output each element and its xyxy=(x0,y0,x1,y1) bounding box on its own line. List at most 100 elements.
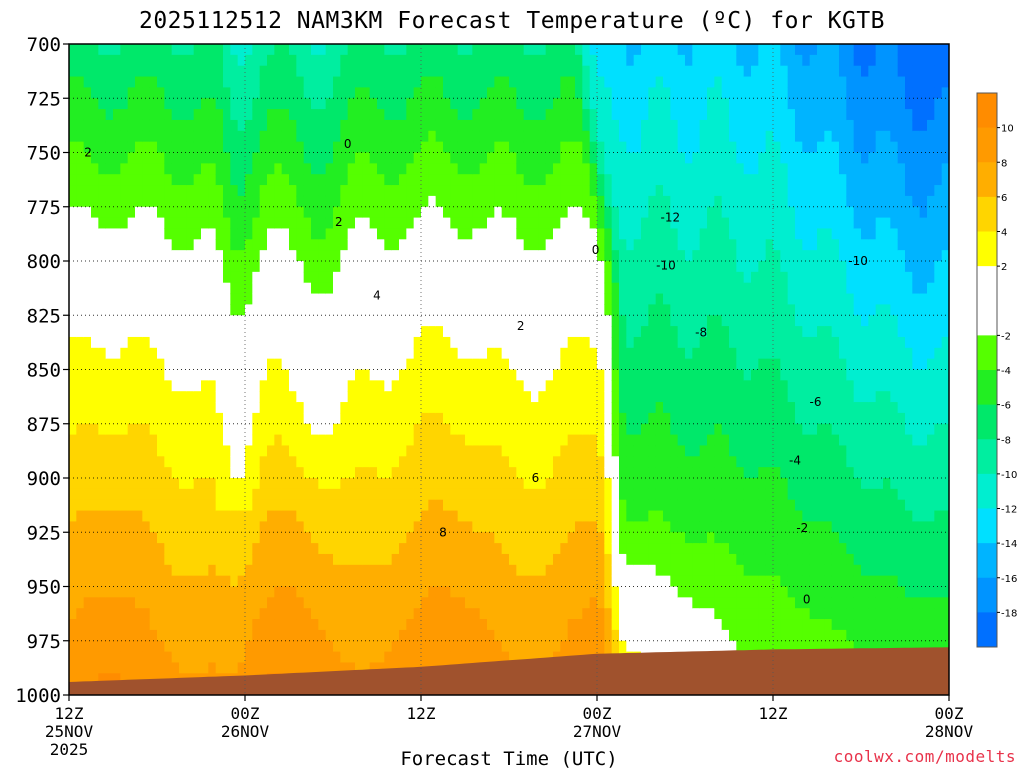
field-cell xyxy=(377,119,385,132)
field-cell xyxy=(567,586,576,598)
field-cell xyxy=(120,130,129,143)
field-cell xyxy=(501,119,510,132)
field-cell xyxy=(435,640,444,653)
field-cell xyxy=(355,87,363,99)
field-cell xyxy=(113,662,121,674)
field-cell xyxy=(91,597,99,609)
field-cell xyxy=(450,228,459,240)
field-cell xyxy=(545,271,554,284)
field-cell xyxy=(311,293,319,305)
field-cell xyxy=(259,206,268,219)
field-cell xyxy=(457,521,466,533)
field-cell xyxy=(91,543,99,555)
field-cell xyxy=(333,271,341,284)
field-cell xyxy=(399,250,407,262)
field-cell xyxy=(413,152,422,164)
field-cell xyxy=(428,261,437,273)
field-cell xyxy=(472,412,481,425)
field-cell xyxy=(509,87,517,99)
field-cell xyxy=(281,358,290,371)
field-cell xyxy=(296,304,305,316)
field-cell xyxy=(230,543,239,555)
field-cell xyxy=(91,662,99,674)
field-cell xyxy=(560,586,569,598)
field-cell xyxy=(604,434,613,447)
field-cell xyxy=(487,326,495,338)
field-cell xyxy=(516,402,525,414)
field-cell xyxy=(384,521,393,533)
field-cell xyxy=(311,619,319,631)
field-cell xyxy=(281,336,290,349)
field-cell xyxy=(215,293,224,305)
field-cell xyxy=(670,293,679,305)
field-cell xyxy=(523,445,532,457)
field-cell xyxy=(193,510,202,522)
field-cell xyxy=(406,44,415,56)
field-cell xyxy=(83,467,92,479)
field-cell xyxy=(655,174,664,186)
field-cell xyxy=(259,662,268,674)
field-cell xyxy=(113,195,121,208)
field-cell xyxy=(127,163,136,175)
field-cell xyxy=(259,380,268,392)
field-cell xyxy=(472,532,481,544)
field-cell xyxy=(113,163,121,175)
field-cell xyxy=(531,564,539,577)
field-cell xyxy=(428,54,437,67)
field-cell xyxy=(142,597,151,609)
field-cell xyxy=(487,185,495,197)
field-cell xyxy=(465,391,473,403)
field-cell xyxy=(76,315,85,327)
field-cell xyxy=(465,521,473,533)
field-cell xyxy=(120,347,129,360)
field-cell xyxy=(98,478,107,490)
field-cell xyxy=(259,369,268,381)
field-cell xyxy=(333,380,341,392)
field-cell xyxy=(91,651,99,664)
field-cell xyxy=(399,326,407,338)
field-cell xyxy=(399,336,407,349)
field-cell xyxy=(83,586,92,598)
field-cell xyxy=(223,44,231,56)
field-cell xyxy=(355,478,363,490)
field-cell xyxy=(164,130,173,143)
field-cell xyxy=(413,423,422,436)
field-cell xyxy=(142,467,151,479)
field-cell xyxy=(545,76,554,88)
field-cell xyxy=(457,608,466,620)
field-cell xyxy=(267,402,275,414)
field-cell xyxy=(245,358,253,371)
field-cell xyxy=(303,532,312,544)
field-cell xyxy=(76,304,85,316)
field-cell xyxy=(413,271,422,284)
field-cell xyxy=(347,597,356,609)
field-cell xyxy=(193,445,202,457)
field-cell xyxy=(259,478,268,490)
field-cell xyxy=(186,521,195,533)
field-cell xyxy=(582,369,591,381)
field-cell xyxy=(69,629,77,642)
field-cell xyxy=(105,239,114,251)
field-cell xyxy=(553,391,561,403)
field-cell xyxy=(223,87,231,99)
field-cell xyxy=(494,510,503,522)
field-cell xyxy=(318,336,327,349)
field-cell xyxy=(435,174,444,186)
field-cell xyxy=(135,478,143,490)
field-cell xyxy=(553,575,561,588)
field-cell xyxy=(267,304,275,316)
field-cell xyxy=(237,608,246,620)
field-cell xyxy=(142,575,151,588)
field-cell xyxy=(120,640,129,653)
field-cell xyxy=(296,206,305,219)
field-cell xyxy=(245,206,253,219)
field-cell xyxy=(582,54,591,67)
field-cell xyxy=(465,44,473,56)
field-cell xyxy=(472,217,481,230)
field-cell xyxy=(171,597,180,609)
field-cell xyxy=(179,315,187,327)
field-cell xyxy=(611,575,620,588)
field-cell xyxy=(347,488,356,501)
field-cell xyxy=(179,629,187,642)
field-cell xyxy=(391,304,400,316)
